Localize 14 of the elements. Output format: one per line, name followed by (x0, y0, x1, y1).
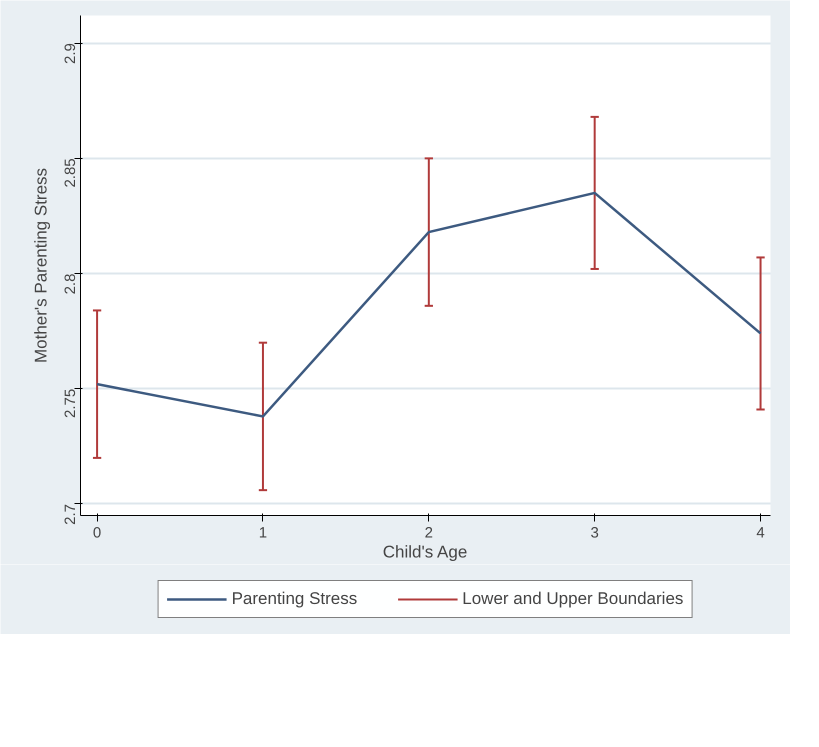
x-tick-label: 2 (424, 524, 433, 542)
legend-label: Parenting Stress (232, 589, 358, 609)
x-tick-label: 4 (756, 524, 765, 542)
x-axis-title: Child's Age (382, 542, 468, 562)
y-axis-title: Mother's Parenting Stress (32, 168, 50, 364)
y-tick-label: 2.7 (62, 504, 79, 525)
x-tick-label: 1 (258, 524, 268, 542)
text: Lower and Upper Boundaries (462, 589, 684, 609)
x-tick-label: 0 (92, 524, 102, 542)
y-tick-label: 2.9 (62, 43, 79, 64)
y-tick-label: 2.75 (62, 388, 79, 418)
y-tick-label: 2.8 (62, 274, 79, 294)
x-tick-label: 3 (590, 524, 599, 542)
y-tick-label: 2.85 (62, 158, 79, 188)
